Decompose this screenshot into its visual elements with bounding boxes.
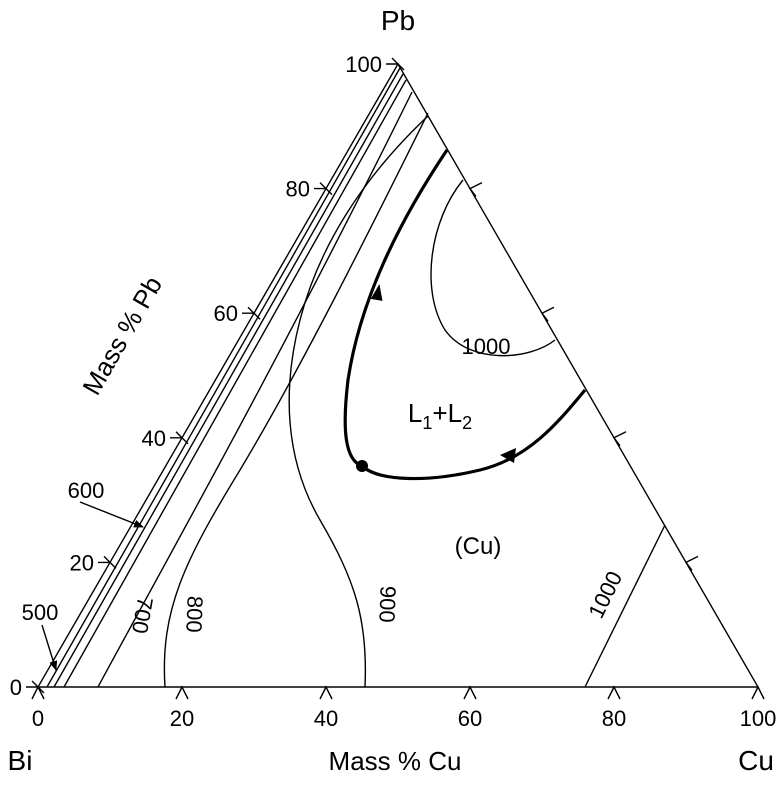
x-tick-label: 60: [458, 706, 482, 731]
isotherm-600: [53, 73, 404, 688]
y-tick-label: 60: [214, 301, 238, 326]
text: +L: [432, 398, 462, 428]
isotherm-500: [46, 67, 401, 688]
isotherm-label: 700: [127, 595, 158, 636]
isotherm-label: 900: [374, 585, 400, 623]
pointer-500: [41, 624, 58, 671]
tick-mark: [170, 431, 189, 445]
tick-mark: [386, 57, 405, 71]
arrow-head: [370, 284, 383, 301]
y-tick-label: 0: [10, 675, 22, 700]
y-tick-label: 40: [142, 426, 166, 451]
isotherm-900: [288, 115, 429, 688]
isotherm-700: [97, 91, 413, 688]
corner-label: Bi: [8, 745, 33, 776]
tick-mark: [98, 555, 117, 569]
isotherm-label: 800: [181, 595, 207, 633]
tick-mark: [175, 685, 189, 700]
x-tick-label: 100: [740, 706, 777, 731]
region-label: (Cu): [455, 533, 502, 560]
x-tick-label: 40: [314, 706, 338, 731]
axis-title: Mass % Pb: [76, 271, 168, 400]
subscript: 1: [422, 413, 432, 433]
subscript: 2: [462, 413, 472, 433]
x-tick-label: 80: [602, 706, 626, 731]
x-tick-label: 20: [170, 706, 194, 731]
tick-mark: [26, 680, 45, 694]
triangle-frame: [36, 62, 760, 688]
tick-mark: [684, 555, 699, 571]
y-tick-label: 80: [286, 177, 310, 202]
text: L: [408, 398, 422, 428]
isotherm-600b: [63, 79, 407, 688]
pointer-600: [79, 501, 144, 528]
isotherm-label: 600: [68, 478, 105, 503]
isotherm-1000-upper: [430, 179, 556, 357]
tick-mark: [751, 685, 765, 700]
tick-mark: [319, 685, 333, 700]
tick-mark: [607, 685, 621, 700]
tick-mark: [468, 181, 483, 198]
tick-mark: [540, 306, 555, 322]
tick-mark: [463, 685, 477, 700]
x-tick-label: 0: [32, 706, 44, 731]
y-tick-label: 100: [345, 52, 382, 77]
critical-point: [356, 460, 368, 472]
y-tick-label: 20: [70, 550, 94, 575]
isotherm-1000-lower: [584, 524, 666, 688]
corner-label: Pb: [381, 5, 415, 36]
arrow-head: [500, 448, 516, 463]
corner-label: Cu: [738, 745, 774, 776]
axis-title: Mass % Cu: [329, 746, 462, 776]
tick-mark: [314, 182, 333, 196]
isotherm-label: 1000: [462, 334, 511, 359]
tick-mark: [31, 685, 45, 700]
isotherm-800: [163, 112, 429, 688]
isotherm-label: 500: [22, 600, 59, 625]
tick-marks: [26, 57, 765, 700]
tick-mark: [612, 431, 627, 447]
region-label: L1+L2: [408, 398, 472, 433]
